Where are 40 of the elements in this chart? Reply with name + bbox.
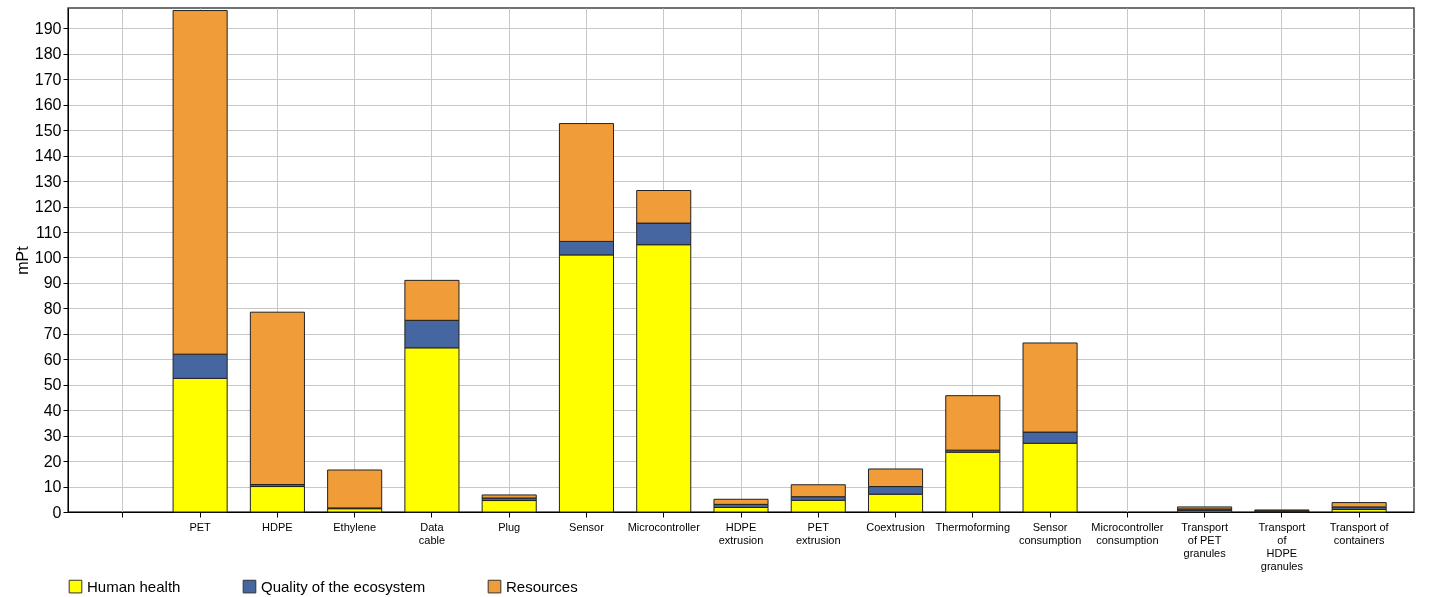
- x-tick-label: HDPE: [262, 520, 293, 533]
- x-tick-label: Transport of containers: [1329, 520, 1390, 546]
- x-tick-label: Microcontroller: [627, 520, 701, 533]
- y-tick-label: 150: [34, 121, 62, 139]
- y-tick-label: 80: [43, 299, 62, 317]
- y-tick-label: 0: [52, 503, 62, 521]
- legend-label: Resources: [506, 577, 578, 595]
- x-tick-label: Coextrusion: [866, 520, 925, 533]
- y-tick-label: 60: [43, 350, 62, 368]
- x-tick-label: PET: [189, 520, 212, 533]
- y-tick-label: 70: [43, 325, 62, 343]
- x-tick-label: Transport of HDPE granules: [1258, 520, 1306, 572]
- y-tick-label: 130: [34, 172, 62, 190]
- y-tick-label: 170: [34, 70, 62, 88]
- legend-label: Quality of the ecosystem: [261, 577, 426, 595]
- x-tick-label: PET extrusion: [795, 520, 841, 546]
- y-axis-title: mPt: [13, 245, 31, 275]
- y-tick-label: 10: [43, 478, 62, 496]
- y-tick-label: 120: [34, 198, 62, 216]
- y-tick-label: 40: [43, 401, 62, 419]
- y-tick-label: 100: [34, 248, 62, 266]
- x-tick-label: Thermoforming: [935, 520, 1011, 533]
- x-tick-label: HDPE extrusion: [718, 520, 764, 546]
- y-tick-label: 180: [34, 45, 62, 63]
- y-tick-label: 140: [34, 147, 62, 165]
- y-tick-label: 110: [35, 223, 62, 241]
- y-tick-label: 90: [43, 274, 62, 292]
- y-tick-label: 30: [43, 427, 62, 445]
- y-tick-label: 50: [43, 376, 62, 394]
- x-tick-label: Transport of PET granules: [1181, 520, 1228, 559]
- legend-label: Human health: [87, 577, 181, 595]
- x-tick-label: Data cable: [418, 520, 446, 546]
- x-tick-label: Ethylene: [333, 520, 377, 533]
- y-tick-label: 160: [34, 96, 62, 114]
- x-tick-label: Microcontroller consumption: [1091, 520, 1164, 546]
- x-tick-label: Sensor consumption: [1018, 520, 1082, 546]
- x-tick-label: Sensor: [569, 520, 605, 533]
- y-tick-label: 190: [34, 19, 62, 37]
- x-tick-label: Plug: [498, 520, 521, 533]
- y-tick-label: 20: [43, 452, 62, 470]
